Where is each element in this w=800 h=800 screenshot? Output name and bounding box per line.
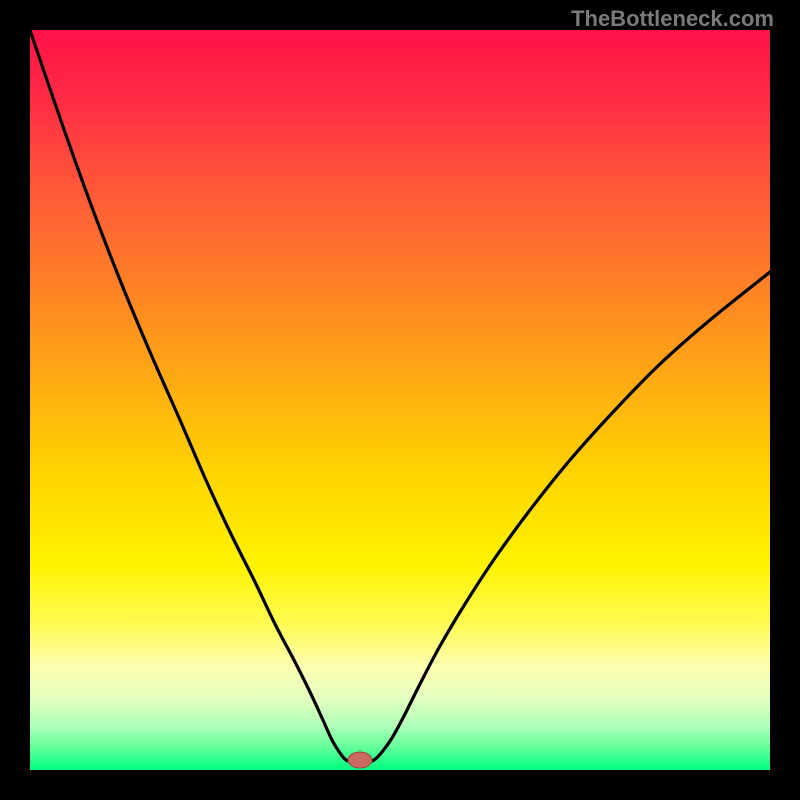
optimal-marker — [348, 752, 372, 768]
chart-background — [30, 30, 770, 770]
bottleneck-chart — [0, 0, 800, 800]
